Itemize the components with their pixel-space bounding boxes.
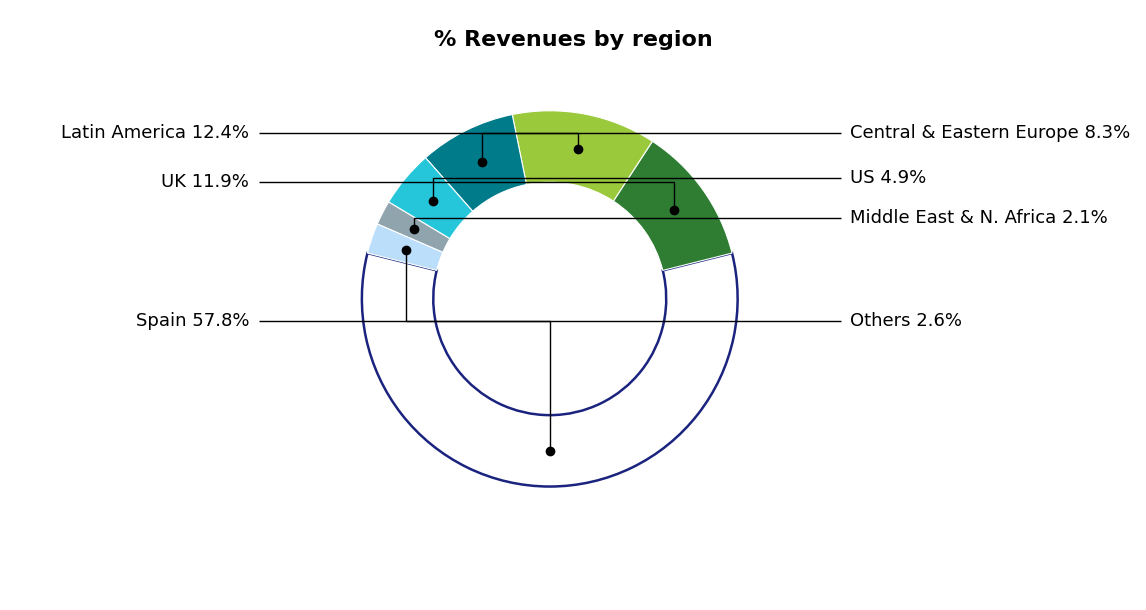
Text: Latin America 12.4%: Latin America 12.4% [61, 124, 249, 142]
Text: Others 2.6%: Others 2.6% [850, 312, 963, 330]
Wedge shape [388, 158, 472, 239]
Wedge shape [613, 142, 732, 270]
Text: % Revenues by region: % Revenues by region [433, 30, 713, 51]
Wedge shape [512, 111, 652, 201]
Wedge shape [377, 202, 450, 253]
Text: Spain 57.8%: Spain 57.8% [135, 312, 249, 330]
Text: UK 11.9%: UK 11.9% [162, 173, 249, 191]
Text: US 4.9%: US 4.9% [850, 170, 927, 187]
Wedge shape [368, 224, 442, 270]
Text: Central & Eastern Europe 8.3%: Central & Eastern Europe 8.3% [850, 124, 1131, 142]
Wedge shape [362, 253, 738, 487]
Text: Middle East & N. Africa 2.1%: Middle East & N. Africa 2.1% [850, 209, 1108, 227]
Wedge shape [425, 115, 526, 211]
